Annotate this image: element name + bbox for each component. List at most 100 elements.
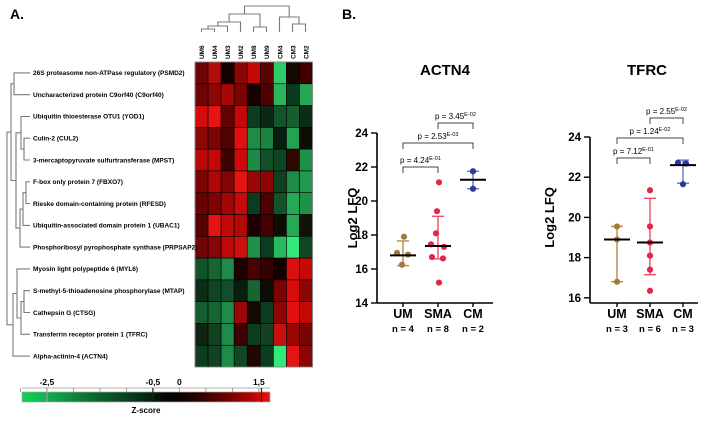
row-dendrogram-link (10, 83, 16, 182)
col-dendrogram-link (243, 5, 290, 17)
heatmap-cell (194, 257, 209, 281)
row-dendrogram-link (6, 131, 13, 326)
heatmap-cell (286, 257, 300, 281)
group-n-label: n = 3 (606, 324, 628, 335)
heatmap-cell (207, 344, 222, 368)
heatmap-cell (246, 127, 261, 150)
heatmap-col-label: UM2 (238, 45, 245, 59)
y-tick-label: 18 (568, 253, 581, 265)
data-point (400, 233, 408, 240)
row-dendrogram-link (23, 137, 30, 161)
heatmap-cell (246, 105, 261, 128)
data-point (428, 254, 436, 261)
heatmap-cell (273, 83, 287, 106)
heatmap-cell (246, 323, 261, 346)
heatmap-col-label: CM4 (277, 45, 284, 59)
heatmap-cell (273, 214, 287, 237)
heatmap-col-label: CM3 (290, 45, 297, 59)
heatmap-cell (233, 61, 248, 85)
heatmap-cell (233, 214, 248, 237)
group-n-label: n = 4 (392, 324, 415, 335)
col-dendrogram-link (228, 13, 261, 27)
heatmap-cell (233, 127, 248, 150)
heatmap-cell (207, 127, 222, 150)
heatmap-col-label: UM3 (225, 45, 232, 59)
heatmap-cell (233, 236, 248, 259)
panel-a-label: A. (10, 6, 24, 22)
colorbar-tick-label: -2,5 (40, 377, 55, 387)
heatmap-cell (220, 344, 235, 368)
heatmap-cell (207, 148, 222, 172)
heatmap-cell (194, 344, 209, 368)
heatmap-row-label: 26S proteasome non-ATPase regulatory (PS… (33, 70, 185, 77)
heatmap-col-label: CM2 (303, 45, 310, 59)
heatmap-cell (207, 61, 222, 85)
data-point (469, 185, 477, 192)
heatmap-cell (207, 192, 222, 215)
heatmap-row-label: Rieske domain-containing protein (RFESD) (33, 201, 166, 208)
col-dendrogram-link (252, 26, 268, 32)
heatmap-cell (259, 61, 274, 85)
heatmap-cell (299, 323, 313, 346)
colorbar-tick-label: 0 (177, 377, 182, 387)
row-dendrogram-link (13, 72, 30, 96)
heatmap-cell (246, 344, 261, 368)
heatmap-cell (233, 279, 248, 302)
heatmap-cell (207, 236, 222, 259)
heatmap-cell (233, 192, 248, 215)
heatmap-row-label: Ubiquitin thioesterase OTU1 (YOD1) (33, 114, 144, 121)
comparison-bracket (616, 157, 651, 164)
heatmap-cell (246, 257, 261, 281)
y-tick-label: 20 (568, 212, 581, 224)
heatmap-cell (220, 170, 235, 194)
heatmap-cell (273, 279, 287, 302)
heatmap-cell (286, 170, 300, 194)
heatmap-cell (246, 170, 261, 194)
heatmap-cell (299, 61, 313, 85)
y-tick-label: 20 (355, 196, 368, 208)
p-value-label: p = 4.24E-01 (400, 156, 441, 165)
heatmap-cell (233, 344, 248, 368)
heatmap-cell (286, 344, 300, 368)
heatmap-cell (299, 214, 313, 237)
heatmap-cell (286, 301, 300, 324)
group-n-label: n = 3 (672, 324, 694, 335)
heatmap-cell (207, 105, 222, 128)
heatmap-cell (194, 279, 209, 302)
heatmap-cell (273, 170, 287, 194)
heatmap-cell (286, 83, 300, 106)
colorbar-title: Z-score (132, 406, 161, 415)
heatmap-cell (246, 83, 261, 106)
heatmap-frame (194, 61, 313, 368)
heatmap-row-label: S-methyl-5-thioadenosine phosphorylase (… (33, 288, 185, 295)
heatmap-cell (207, 83, 222, 106)
row-dendrogram-link (19, 208, 30, 248)
y-tick-label: 16 (355, 264, 368, 276)
row-dendrogram-link (25, 181, 30, 205)
heatmap-cell (259, 148, 274, 172)
heatmap-cell (286, 279, 300, 302)
colorbar-gradient (21, 391, 271, 403)
heatmap-row-label: Phosphoribosyl pyrophosphate synthase (P… (33, 244, 197, 251)
row-dendrogram-link (20, 301, 30, 335)
data-point (469, 168, 477, 175)
y-tick-label: 18 (355, 230, 368, 242)
colorbar-tick-label: 1,5 (253, 377, 265, 387)
y-tick-label: 16 (568, 293, 581, 305)
y-axis-title: Log2 LFQ (542, 187, 557, 248)
heatmap-cell (220, 279, 235, 302)
heatmap-cell (259, 105, 274, 128)
heatmap-cell (220, 257, 235, 281)
heatmap-cell (299, 105, 313, 128)
data-point (646, 187, 654, 194)
group-label: CM (673, 307, 692, 321)
p-value-label: p = 3.45E-02 (435, 112, 476, 121)
heatmap-cell (194, 127, 209, 150)
y-tick-label: 22 (568, 172, 581, 184)
heatmap-row-label: Uncharacterized protein C9orf40 (C9orf40… (33, 92, 164, 99)
data-point (646, 287, 654, 294)
heatmap-col-label: UM6 (199, 45, 206, 59)
group-n-label: n = 6 (639, 324, 661, 335)
heatmap-row-label: Myosin light polypeptide 6 (MYL6) (33, 266, 138, 273)
